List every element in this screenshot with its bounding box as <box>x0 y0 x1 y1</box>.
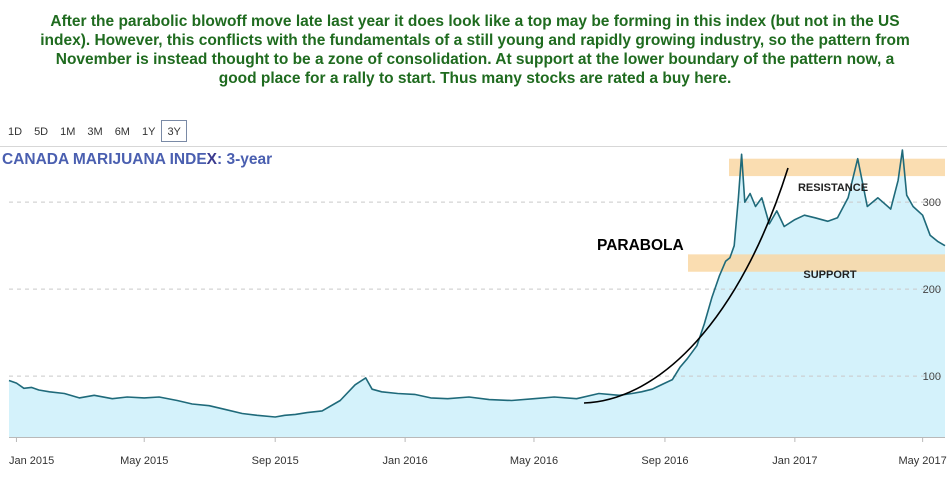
range-selector: 1D 5D 1M 3M 6M 1Y 3Y <box>2 119 187 143</box>
chart-title: CANADA MARIJUANA INDEX: 3-year <box>2 151 272 169</box>
x-tick-label: May 2015 <box>120 455 168 467</box>
x-tick-label: Sep 2015 <box>252 455 299 467</box>
support-label: SUPPORT <box>803 269 856 281</box>
range-button-1y[interactable]: 1Y <box>141 126 156 138</box>
resistance-label: RESISTANCE <box>798 182 868 194</box>
range-button-3m[interactable]: 3M <box>87 126 103 138</box>
range-button-1m[interactable]: 1M <box>60 126 76 138</box>
x-tick-label: Sep 2016 <box>641 455 688 467</box>
x-tick-label: Jan 2017 <box>772 455 817 467</box>
series-line <box>8 149 946 418</box>
chart-title-part2: X <box>206 151 217 168</box>
series-area <box>9 150 945 437</box>
range-button-6m[interactable]: 6M <box>114 126 130 138</box>
x-tick-label: May 2016 <box>510 455 558 467</box>
resistance-band <box>729 158 945 177</box>
range-button-5d[interactable]: 5D <box>34 126 49 138</box>
divider <box>0 146 947 147</box>
chart-title-part1: CANADA MARIJUANA INDE <box>2 151 207 168</box>
x-tick-label: Jan 2016 <box>382 455 427 467</box>
range-button-3y[interactable]: 3Y <box>161 120 187 142</box>
commentary-text: After the parabolic blowoff move late la… <box>40 13 910 87</box>
y-tick-label-100: 100 <box>923 371 941 383</box>
range-button-1d[interactable]: 1D <box>8 126 23 138</box>
y-tick-label-200: 200 <box>923 284 941 296</box>
parabola-label: PARABOLA <box>597 237 684 254</box>
x-tick-label: May 2017 <box>898 455 946 467</box>
parabola-curve <box>583 167 789 404</box>
y-tick-label-300: 300 <box>923 197 941 209</box>
chart-title-part3: : 3-year <box>217 151 273 168</box>
x-tick-label: Jan 2015 <box>9 455 54 467</box>
